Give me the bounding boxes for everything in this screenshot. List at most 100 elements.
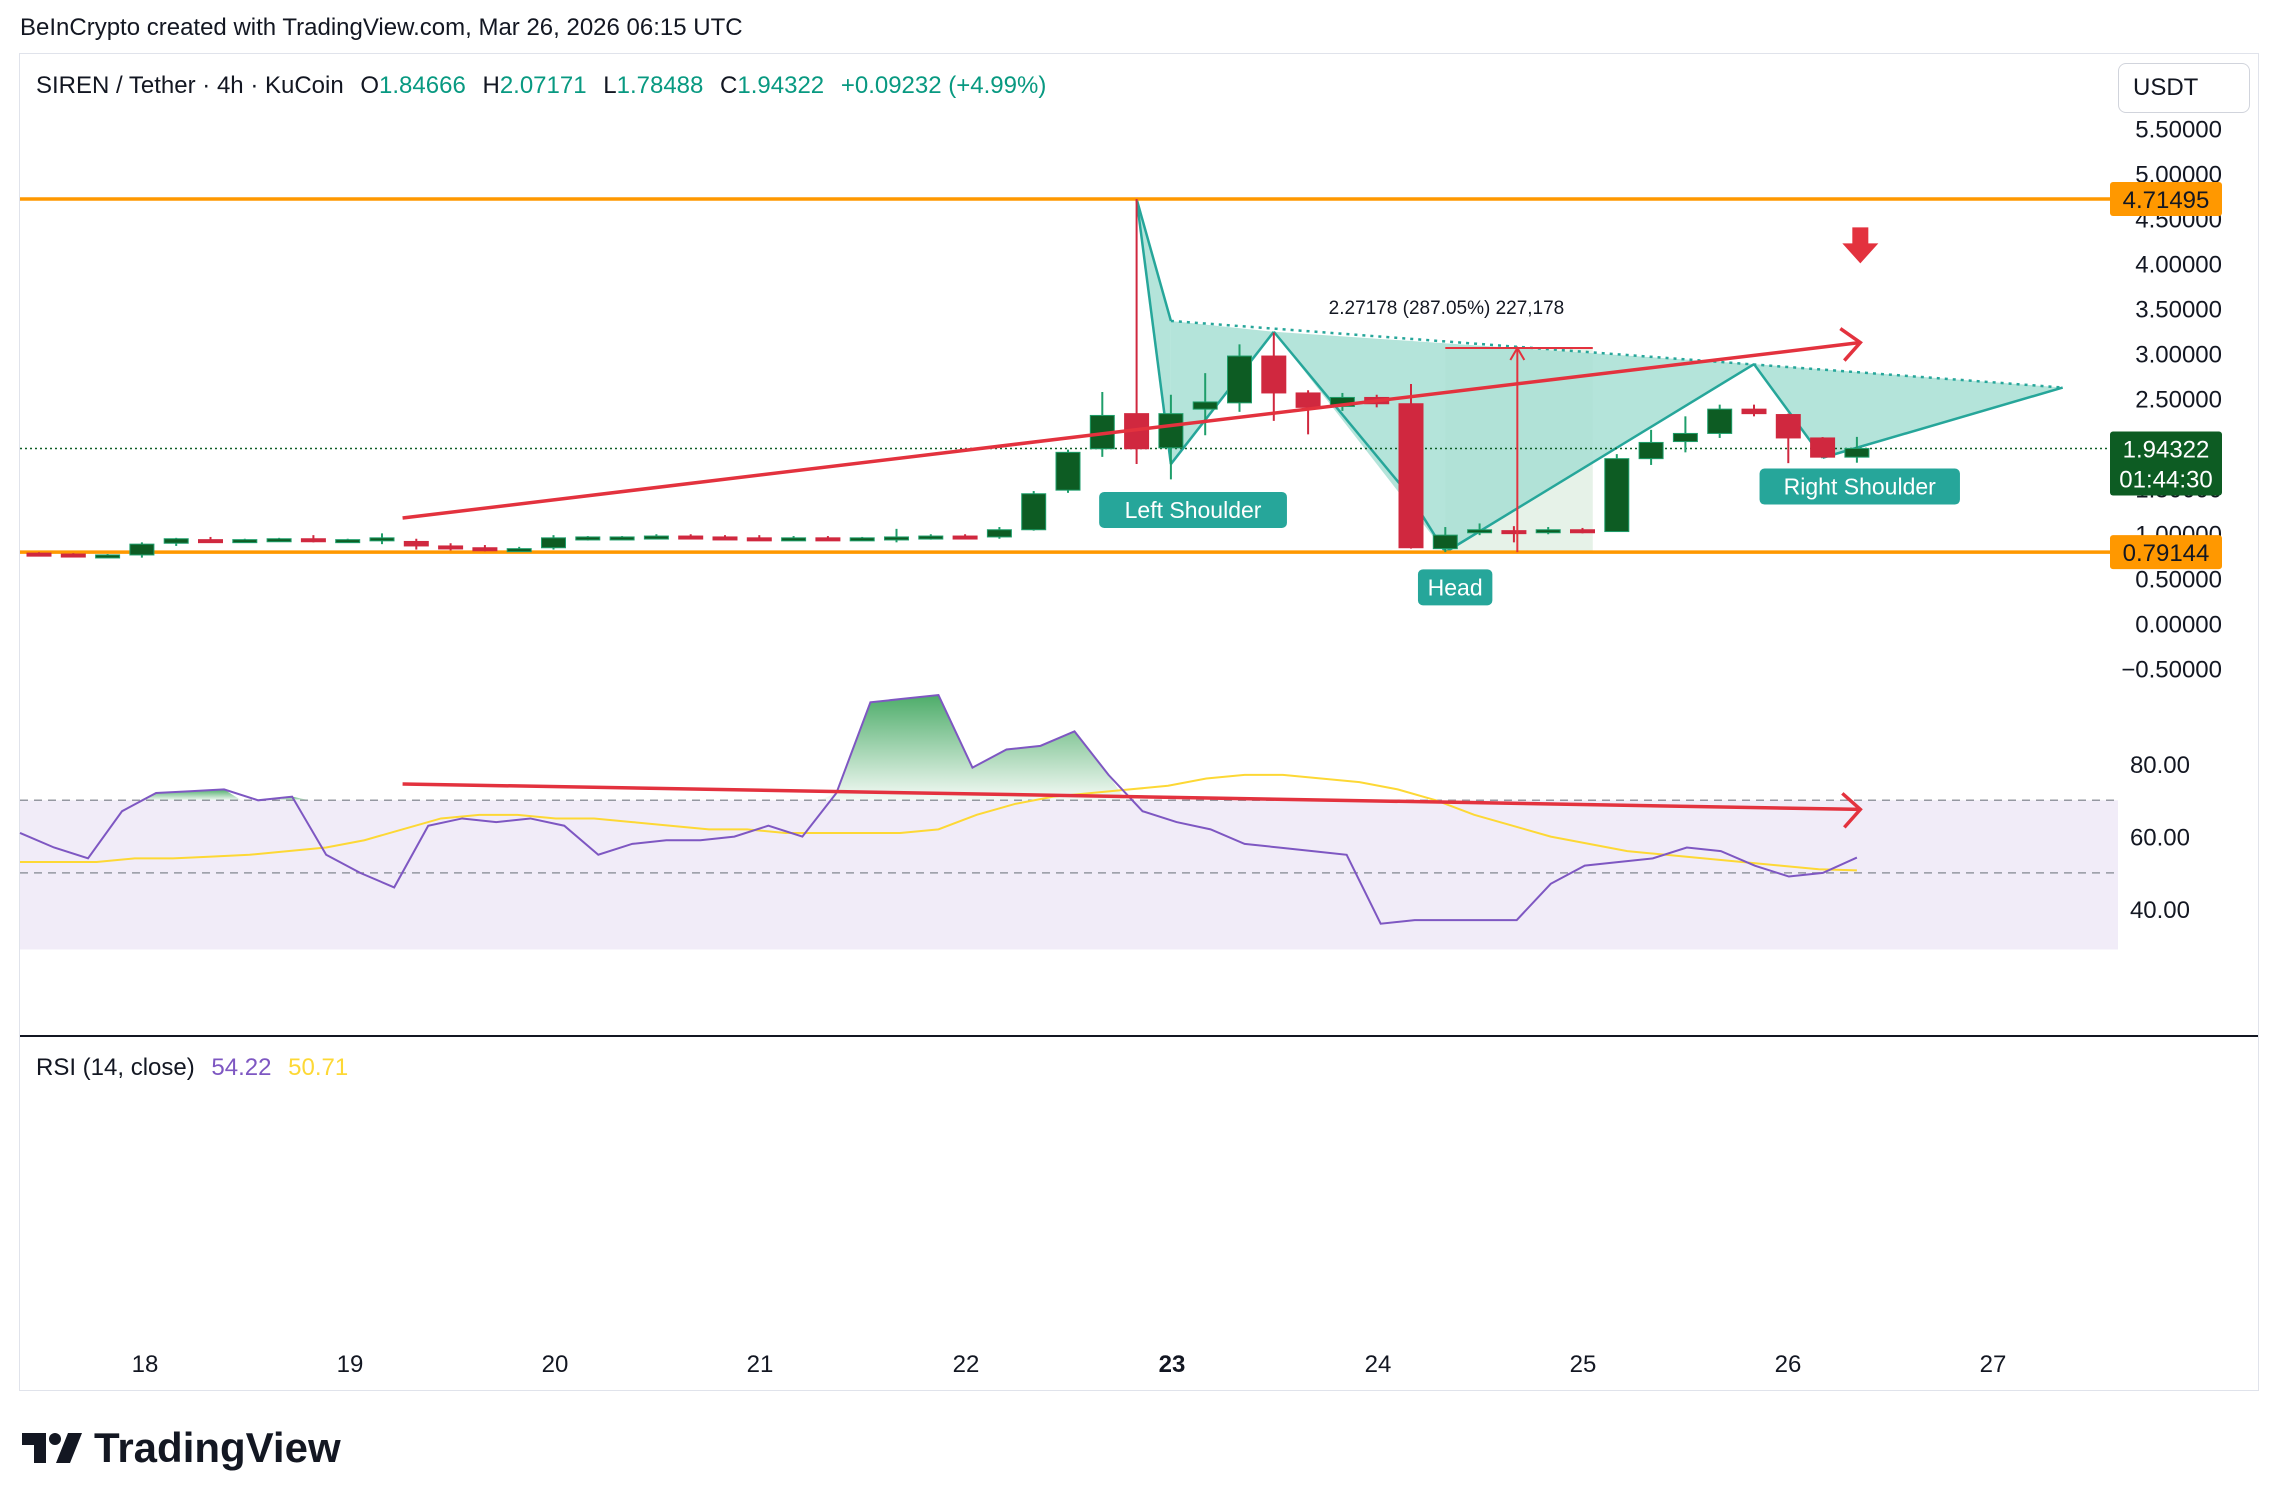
candle-body	[163, 538, 189, 544]
last-price-tag-bg	[2110, 431, 2222, 496]
candle-body	[1672, 432, 1698, 443]
rsi-axis-tick: 40.00	[2130, 897, 2190, 924]
measure-arrow-head	[1509, 345, 1526, 361]
candle-body	[472, 547, 498, 552]
last-price-tag-text: 1.94322	[2123, 436, 2210, 463]
candle-body	[1810, 437, 1836, 458]
price-trend-arrowhead	[1839, 327, 1863, 362]
time-axis-tick: 19	[337, 1351, 364, 1378]
support-tag-text: 0.79144	[2123, 540, 2210, 567]
candle-body	[609, 536, 635, 541]
close-value: 1.94322	[737, 72, 825, 99]
price-axis-tick: 4.00000	[2135, 251, 2222, 278]
change-value: +0.09232 (+4.99%)	[840, 72, 1047, 99]
head-label: Head	[1428, 574, 1483, 600]
measure-label: 2.27178 (287.05%) 227,178	[1329, 298, 1565, 319]
high-value: 2.07171	[499, 72, 587, 99]
candle-body	[746, 537, 772, 542]
head-label-bg	[1417, 569, 1493, 606]
credit-line: BeInCrypto created with TradingView.com,…	[20, 14, 743, 41]
tradingview-logo: TradingView	[22, 1424, 341, 1472]
candle-body	[369, 537, 395, 542]
candle-body	[1501, 530, 1527, 535]
candle-body	[781, 537, 807, 542]
time-axis-tick: 26	[1775, 1351, 1802, 1378]
candle-body	[60, 553, 86, 558]
rsi-axis-tick: 80.00	[2130, 752, 2190, 779]
candle-body	[1398, 403, 1424, 549]
rsi-trend-arrowhead	[1841, 792, 1863, 829]
currency-unit-button[interactable]: USDT	[2118, 63, 2250, 113]
time-axis-tick: 21	[747, 1351, 774, 1378]
rsi-ma-line	[20, 773, 1857, 872]
candle-body	[198, 539, 223, 544]
pattern-edge	[1169, 330, 1275, 465]
support-tag-bg	[2110, 535, 2222, 570]
candle-body	[815, 537, 841, 542]
chart-frame	[19, 53, 2259, 1391]
candle-body	[506, 548, 532, 553]
time-axis-tick: 18	[132, 1351, 159, 1378]
candle-body	[438, 545, 464, 550]
tradingview-logo-icon	[22, 1433, 82, 1463]
candle-body	[1432, 534, 1458, 550]
neckline-dotted	[1170, 319, 2063, 389]
time-axis-tick: 24	[1365, 1351, 1392, 1378]
left-shoulder-label: Left Shoulder	[1125, 497, 1262, 523]
candle-body	[1158, 413, 1184, 449]
price-axis-tick: 0.00000	[2135, 611, 2222, 638]
rsi-axis-tick: 60.00	[2130, 825, 2190, 852]
candle-body	[884, 536, 909, 541]
price-axis-tick: 3.00000	[2135, 341, 2222, 368]
rsi-legend: RSI (14, close) 54.22 50.71	[36, 1054, 348, 1082]
time-axis-tick: 20	[542, 1351, 569, 1378]
candle-body	[266, 538, 292, 543]
candle-body	[1741, 408, 1767, 415]
time-axis-tick: 22	[953, 1351, 980, 1378]
candle-body	[1638, 441, 1664, 460]
rsi-overbought-fill	[819, 695, 1126, 801]
candle-body	[1570, 529, 1595, 534]
candle-body	[1707, 408, 1733, 434]
right-shoulder-label-bg	[1759, 468, 1960, 505]
head-fill	[1273, 331, 1754, 553]
rsi-overbought-fill	[139, 789, 242, 801]
candle-body	[849, 537, 875, 542]
candle-body	[541, 537, 566, 549]
pattern-edge	[1822, 386, 2064, 459]
time-axis-tick: 27	[1980, 1351, 2007, 1378]
candle-body	[1261, 355, 1287, 394]
brand-name: TradingView	[94, 1424, 341, 1471]
resistance-tag-text: 4.71495	[2123, 187, 2210, 214]
price-axis-tick: 2.50000	[2135, 386, 2222, 413]
candle-body	[1535, 529, 1561, 534]
low-value: 1.78488	[616, 72, 704, 99]
candle-body	[678, 535, 704, 540]
left-shoulder-label-bg	[1099, 491, 1287, 528]
price-axis-tick: 5.50000	[2135, 116, 2222, 143]
candle-body	[403, 540, 429, 547]
candle-body	[1775, 414, 1801, 439]
low-label: L	[603, 72, 617, 99]
open-label: O	[360, 72, 380, 99]
candle-body	[1192, 401, 1218, 410]
candle-body	[1227, 355, 1252, 404]
price-axis-tick: −0.50000	[2121, 656, 2222, 683]
candle-body	[643, 535, 669, 540]
rsi-title: RSI (14, close)	[36, 1054, 195, 1081]
candle-body	[1467, 529, 1493, 534]
candle-body	[1055, 451, 1081, 491]
candle-body	[26, 552, 52, 557]
candle-body	[1021, 493, 1047, 531]
candle-body	[335, 539, 361, 544]
high-label: H	[482, 72, 500, 99]
price-axis-tick: 0.50000	[2135, 566, 2222, 593]
open-value: 1.84666	[379, 72, 466, 99]
candle-body	[1295, 392, 1321, 408]
rsi-ma-value: 50.71	[288, 1054, 349, 1081]
pattern-edge	[1135, 198, 1173, 322]
candle-body	[712, 536, 738, 541]
rsi-line	[19, 693, 1858, 925]
bearish-down-arrow-icon	[1842, 227, 1879, 264]
